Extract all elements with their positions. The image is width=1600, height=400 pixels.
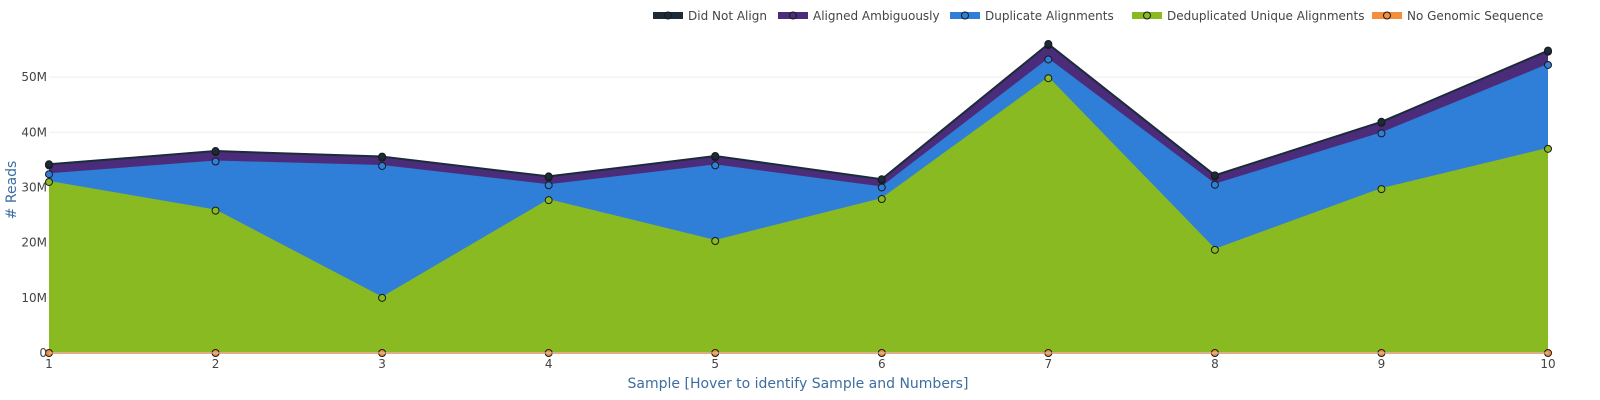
legend-label: No Genomic Sequence xyxy=(1407,9,1543,23)
legend-marker xyxy=(789,11,797,20)
area-duplicate-alignments xyxy=(49,59,1548,298)
y-tick-label: 0 xyxy=(39,346,47,360)
legend-marker xyxy=(961,11,969,20)
point-duplicate-alignments[interactable] xyxy=(544,181,553,190)
x-tick-label: 8 xyxy=(1211,357,1219,371)
line-did-not-align xyxy=(48,42,1549,181)
area-deduplicated-unique-alignments xyxy=(49,78,1548,353)
point-deduplicated-unique-alignments[interactable] xyxy=(877,195,886,204)
x-axis-title: Sample [Hover to identify Sample and Num… xyxy=(628,376,969,392)
x-tick-label: 2 xyxy=(212,357,220,371)
point-duplicate-alignments[interactable] xyxy=(1044,55,1053,64)
point-deduplicated-unique-alignments[interactable] xyxy=(1544,144,1552,153)
legend-label: Deduplicated Unique Alignments xyxy=(1167,9,1364,23)
point-did-not-align[interactable] xyxy=(1377,117,1386,126)
line-deduplicated-unique-alignments xyxy=(48,76,1549,299)
point-did-not-align[interactable] xyxy=(1044,40,1053,48)
legend-label: Did Not Align xyxy=(688,9,767,23)
y-tick-label: 10M xyxy=(21,291,47,305)
point-did-not-align[interactable] xyxy=(544,172,553,181)
y-tick-label: 40M xyxy=(21,125,47,139)
point-duplicate-alignments[interactable] xyxy=(1544,60,1552,69)
point-duplicate-alignments[interactable] xyxy=(1210,180,1219,189)
point-did-not-align[interactable] xyxy=(1210,171,1219,180)
legend-label: Duplicate Alignments xyxy=(985,9,1114,23)
point-deduplicated-unique-alignments[interactable] xyxy=(711,236,720,245)
series-areas xyxy=(49,44,1548,353)
legend-marker xyxy=(1383,11,1391,20)
legend-item-did-not-align[interactable]: Did Not Align xyxy=(653,9,767,23)
x-tick-label: 1 xyxy=(45,357,53,371)
line-duplicate-alignments xyxy=(48,58,1549,189)
point-deduplicated-unique-alignments[interactable] xyxy=(544,196,553,205)
legend[interactable]: Did Not Align Aligned Ambiguously Duplicat… xyxy=(653,9,1543,23)
point-deduplicated-unique-alignments[interactable] xyxy=(45,177,53,186)
point-did-not-align[interactable] xyxy=(211,147,220,156)
x-tick-label: 3 xyxy=(378,357,386,371)
x-tick-label: 7 xyxy=(1045,357,1053,371)
x-tick-label: 10 xyxy=(1540,357,1555,371)
point-deduplicated-unique-alignments[interactable] xyxy=(1377,185,1386,194)
legend-item-deduplicated-unique-alignments[interactable]: Deduplicated Unique Alignments xyxy=(1132,9,1364,23)
point-duplicate-alignments[interactable] xyxy=(378,161,387,170)
line-aligned-ambiguously xyxy=(48,43,1549,182)
legend-item-no-genomic-sequence[interactable]: No Genomic Sequence xyxy=(1372,9,1543,23)
point-deduplicated-unique-alignments[interactable] xyxy=(211,206,220,215)
point-did-not-align[interactable] xyxy=(711,152,720,161)
point-did-not-align[interactable] xyxy=(877,175,886,184)
legend-item-aligned-ambiguously[interactable]: Aligned Ambiguously xyxy=(778,9,940,23)
point-did-not-align[interactable] xyxy=(1544,46,1552,55)
y-axis-title: # Reads xyxy=(4,161,20,220)
legend-marker xyxy=(1143,11,1151,20)
y-tick-label: 50M xyxy=(21,70,47,84)
x-tick-label: 9 xyxy=(1378,357,1386,371)
y-tick-label: 20M xyxy=(21,236,47,250)
point-duplicate-alignments[interactable] xyxy=(711,161,720,170)
point-deduplicated-unique-alignments[interactable] xyxy=(378,293,387,302)
legend-marker xyxy=(664,11,672,20)
point-deduplicated-unique-alignments[interactable] xyxy=(1044,74,1053,83)
legend-label: Aligned Ambiguously xyxy=(813,9,940,23)
x-tick-label: 6 xyxy=(878,357,886,371)
legend-item-duplicate-alignments[interactable]: Duplicate Alignments xyxy=(950,9,1114,23)
x-tick-label: 4 xyxy=(545,357,553,371)
point-duplicate-alignments[interactable] xyxy=(45,170,53,179)
axes: 0 10M 20M 30M 40M 50M 1 2 3 4 5 6 7 8 9 10 xyxy=(21,70,1555,371)
y-tick-label: 30M xyxy=(21,180,47,194)
x-tick-label: 5 xyxy=(711,357,719,371)
series-lines xyxy=(48,42,1549,354)
point-duplicate-alignments[interactable] xyxy=(877,183,886,192)
area-aligned-ambiguously xyxy=(49,45,1548,188)
point-deduplicated-unique-alignments[interactable] xyxy=(1210,245,1219,254)
point-did-not-align[interactable] xyxy=(45,160,53,169)
point-duplicate-alignments[interactable] xyxy=(211,157,220,166)
point-did-not-align[interactable] xyxy=(378,152,387,161)
point-duplicate-alignments[interactable] xyxy=(1377,129,1386,138)
